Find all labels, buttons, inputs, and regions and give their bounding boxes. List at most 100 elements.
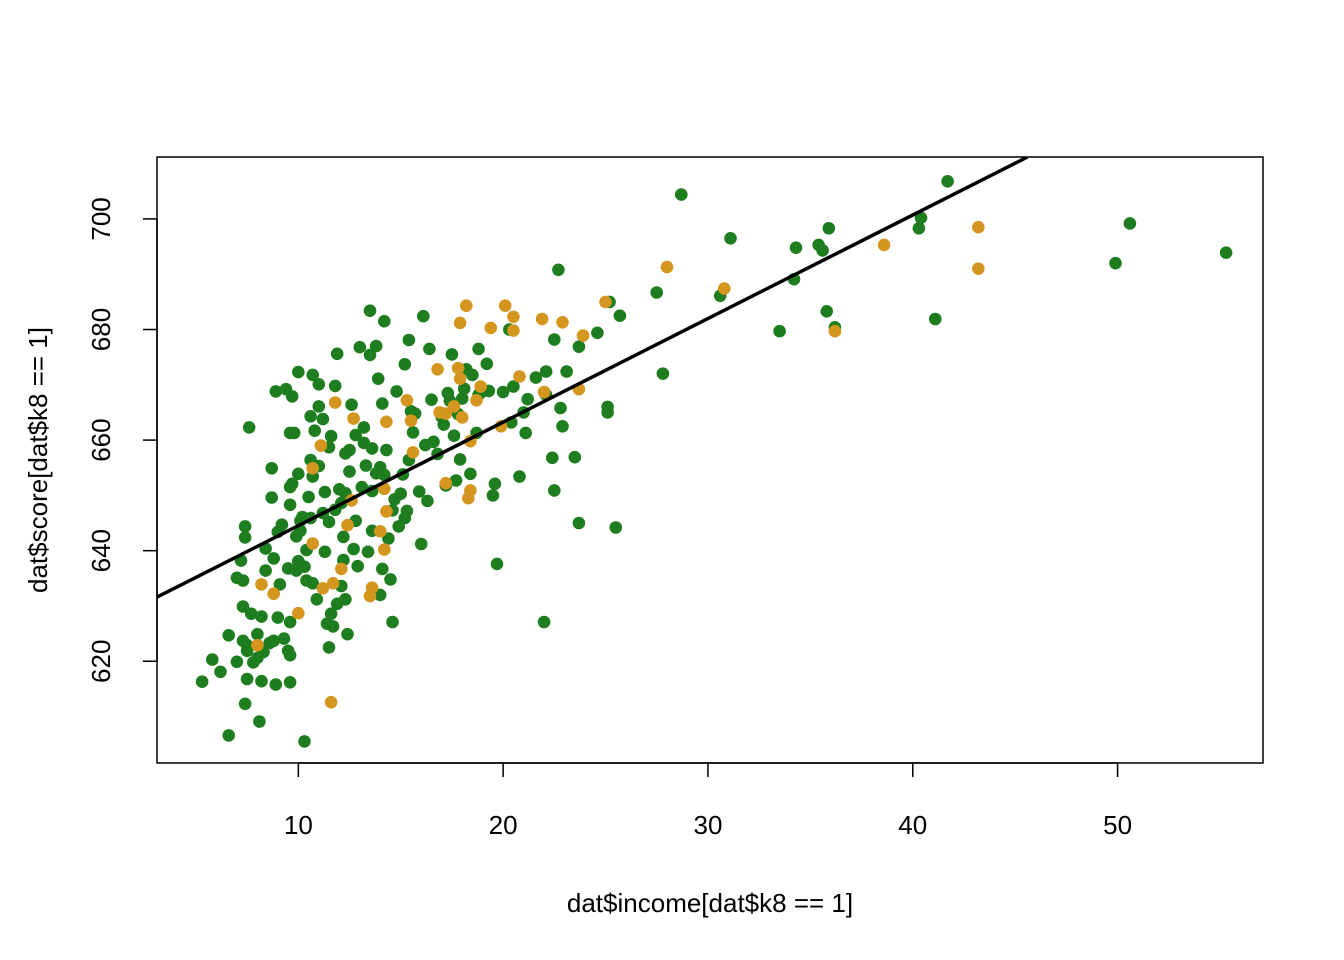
data-point xyxy=(275,518,289,531)
data-point xyxy=(361,545,375,559)
x-axis: 10 20 30 40 50 xyxy=(284,762,1132,840)
data-point xyxy=(373,588,387,602)
data-point xyxy=(265,462,279,475)
data-point xyxy=(398,358,412,371)
data-point xyxy=(347,542,360,556)
data-point xyxy=(251,627,264,641)
data-point xyxy=(269,385,283,398)
y-tick-label: 620 xyxy=(86,640,116,683)
data-point xyxy=(460,299,473,313)
data-point xyxy=(656,367,670,381)
data-point xyxy=(267,634,281,648)
data-point xyxy=(650,286,663,299)
data-point xyxy=(1123,217,1137,230)
data-point xyxy=(388,493,401,506)
regression-line xyxy=(157,157,1029,599)
data-point xyxy=(324,607,338,620)
data-point xyxy=(238,520,252,533)
data-point xyxy=(521,392,534,406)
data-point xyxy=(285,390,299,403)
data-point xyxy=(240,672,254,686)
data-point xyxy=(507,310,520,324)
data-point xyxy=(507,380,520,393)
data-point xyxy=(343,443,356,457)
data-point xyxy=(236,574,250,587)
data-point xyxy=(535,312,549,326)
data-point xyxy=(828,324,842,338)
data-point xyxy=(242,421,256,434)
data-point xyxy=(373,525,387,538)
data-point xyxy=(425,393,438,407)
x-tick-label: 20 xyxy=(489,810,518,840)
data-point xyxy=(240,638,254,652)
data-point xyxy=(464,484,477,497)
data-point xyxy=(724,232,737,245)
data-point xyxy=(457,382,471,396)
data-point xyxy=(312,378,326,391)
data-point xyxy=(214,665,227,679)
x-tick-label: 50 xyxy=(1103,810,1132,840)
data-point xyxy=(474,380,487,393)
data-point xyxy=(513,470,526,483)
data-point xyxy=(529,371,543,384)
data-point xyxy=(371,372,385,386)
data-point xyxy=(496,385,510,399)
y-axis-title: dat$score[dat$k8 == 1] xyxy=(23,327,53,593)
data-point xyxy=(417,309,430,323)
data-point xyxy=(548,333,561,346)
data-point xyxy=(298,560,311,573)
y-tick-label: 680 xyxy=(86,308,116,351)
data-point xyxy=(302,490,315,504)
data-point xyxy=(552,263,565,277)
data-point xyxy=(386,615,399,629)
data-point xyxy=(972,220,985,234)
data-point xyxy=(298,735,311,748)
data-point xyxy=(306,462,320,475)
data-point xyxy=(447,429,461,443)
data-point xyxy=(324,429,338,443)
data-point xyxy=(464,467,477,481)
data-point xyxy=(404,414,418,428)
data-point xyxy=(609,521,623,534)
data-point xyxy=(455,392,469,405)
data-point xyxy=(822,222,836,235)
data-point xyxy=(318,485,332,499)
x-tick-label: 30 xyxy=(693,810,722,840)
data-point xyxy=(378,314,391,328)
data-point xyxy=(341,518,354,532)
data-point xyxy=(316,582,330,595)
data-point xyxy=(244,607,258,620)
data-point xyxy=(347,412,360,425)
data-point xyxy=(283,615,297,629)
data-point xyxy=(238,697,252,711)
x-axis-title: dat$income[dat$k8 == 1] xyxy=(567,888,853,918)
data-point xyxy=(304,410,317,423)
data-point xyxy=(718,282,731,295)
data-point xyxy=(572,516,586,530)
data-point xyxy=(343,465,356,478)
data-point xyxy=(326,620,340,633)
data-point xyxy=(271,611,285,624)
data-point xyxy=(292,606,305,620)
data-point xyxy=(513,370,526,383)
data-point xyxy=(572,340,586,354)
data-point xyxy=(484,321,498,335)
data-point xyxy=(363,348,377,362)
data-point xyxy=(398,511,412,525)
data-point xyxy=(195,675,209,688)
data-point xyxy=(423,342,436,356)
data-point xyxy=(222,729,235,742)
data-point xyxy=(326,577,340,590)
data-point xyxy=(384,573,397,586)
data-point xyxy=(613,309,627,323)
y-axis: 620 640 660 680 700 xyxy=(86,197,158,683)
data-point xyxy=(255,674,268,688)
data-point xyxy=(568,450,582,464)
data-point xyxy=(314,439,328,452)
data-point xyxy=(472,342,485,356)
data-point xyxy=(365,581,379,594)
data-point xyxy=(972,262,985,276)
data-points xyxy=(195,175,1233,748)
data-point xyxy=(455,411,469,424)
